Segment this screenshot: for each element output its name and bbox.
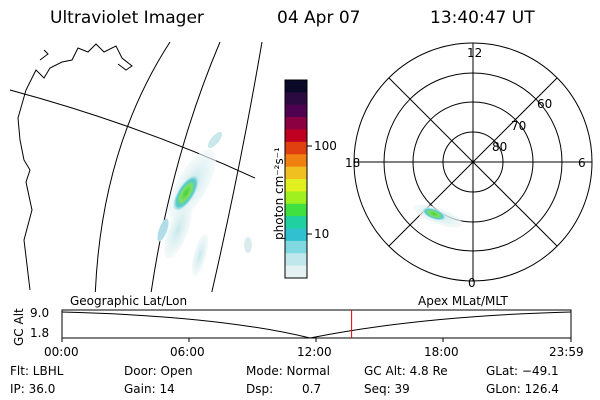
geographic-image-panel xyxy=(9,42,263,292)
timeline-y-bottom: 1.8 xyxy=(30,326,50,340)
polar-ring-70: 70 xyxy=(511,119,527,133)
colorbar-tick-100: 100 xyxy=(314,139,337,153)
timeline-tick-0600: 06:00 xyxy=(170,345,205,359)
app-title: Ultraviolet Imager xyxy=(50,8,204,28)
colorbar-band xyxy=(285,141,307,155)
colorbar-band xyxy=(285,216,307,229)
colorbar-band xyxy=(285,179,307,192)
timeline-panel xyxy=(61,309,572,342)
colorbar-band xyxy=(285,228,307,242)
time-label: 13:40:47 UT xyxy=(430,8,535,28)
colorbar xyxy=(284,79,312,279)
aurora-emission xyxy=(157,131,252,277)
info-ip: IP: 36.0 xyxy=(10,382,56,396)
polar-label-right: 6 xyxy=(578,156,586,170)
colorbar-band xyxy=(285,191,307,205)
date-label: 04 Apr 07 xyxy=(277,8,361,28)
info-mode: Mode: Normal xyxy=(246,364,330,378)
altitude-curve xyxy=(61,311,572,339)
coastline xyxy=(17,43,133,291)
info-gc-alt: GC Alt: 4.8 Re xyxy=(364,364,448,378)
timeline-tick-1800: 18:00 xyxy=(424,345,459,359)
colorbar-unit-label: photon cm⁻²s⁻¹ xyxy=(272,147,286,240)
colorbar-band xyxy=(285,240,307,254)
colorbar-band xyxy=(285,129,307,143)
polar-label-bottom: 0 xyxy=(468,276,476,290)
colorbar-band xyxy=(285,80,307,93)
info-seq: Seq: 39 xyxy=(364,382,410,396)
timeline-tick-2359: 23:59 xyxy=(549,345,584,359)
longitude-arc xyxy=(150,42,221,292)
latitude-line xyxy=(9,89,256,179)
colorbar-tick-10: 10 xyxy=(314,227,330,241)
colorbar-band xyxy=(285,203,307,217)
info-door: Door: Open xyxy=(124,364,193,378)
colorbar-band xyxy=(285,265,307,279)
colorbar-band xyxy=(285,166,307,180)
polar-plot xyxy=(353,42,593,282)
polar-label-top: 12 xyxy=(467,46,483,60)
longitude-arc xyxy=(94,42,171,292)
polar-ring-80: 80 xyxy=(492,140,508,154)
colorbar-band xyxy=(285,154,307,168)
polar-label-left: 18 xyxy=(345,156,361,170)
info-dsp-label: Dsp: xyxy=(246,382,274,396)
timeline-right-label: Apex MLat/MLT xyxy=(418,294,508,308)
polar-aurora xyxy=(413,204,463,228)
info-gain: Gain: 14 xyxy=(124,382,175,396)
info-glon: GLon: 126.4 xyxy=(486,382,559,396)
timeline-tick-1200: 12:00 xyxy=(297,345,332,359)
info-dsp-value: 0.7 xyxy=(302,382,322,396)
timeline-left-label: Geographic Lat/Lon xyxy=(70,294,188,308)
colorbar-band xyxy=(285,253,307,267)
info-glat: GLat: −49.1 xyxy=(486,364,559,378)
longitude-arc xyxy=(211,42,263,292)
polar-ring-60: 60 xyxy=(537,97,553,111)
colorbar-band xyxy=(285,117,307,130)
colorbar-band xyxy=(285,92,307,106)
timeline-tick-0000: 00:00 xyxy=(44,345,79,359)
timeline-y-top: 9.0 xyxy=(30,306,50,320)
colorbar-band xyxy=(285,104,307,118)
timeline-axis-label: GC Alt xyxy=(12,308,26,346)
info-flt: Flt: LBHL xyxy=(10,364,64,378)
